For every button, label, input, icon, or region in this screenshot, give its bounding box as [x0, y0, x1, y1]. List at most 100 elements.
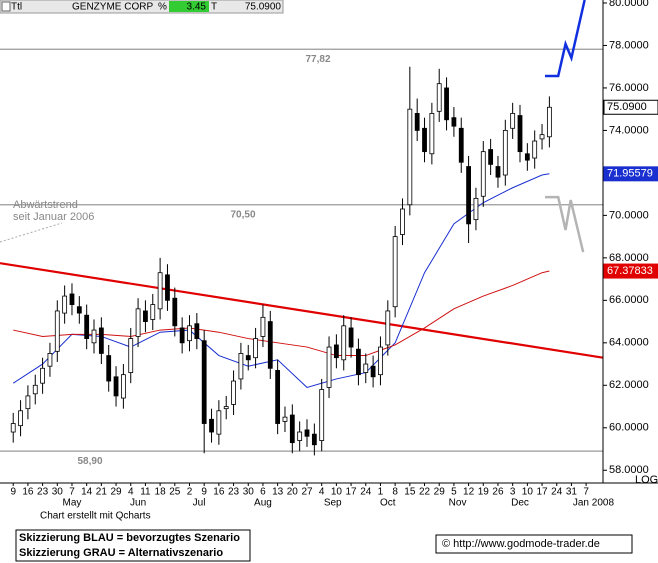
scenario-line [544, 195, 585, 253]
x-tick-label: 12 [463, 487, 475, 498]
x-tick-label: 10 [331, 487, 343, 498]
candle-body [458, 127, 464, 163]
source-box [435, 534, 633, 554]
candle-body [62, 295, 68, 314]
x-tick-label: 20 [287, 487, 299, 498]
x-tick-label: 21 [96, 487, 108, 498]
x-tick-label: 9 [201, 487, 207, 498]
candle-body [113, 376, 119, 397]
candle-body [414, 113, 420, 131]
candle-body [194, 323, 200, 339]
candle-body [84, 314, 90, 339]
candle-body [238, 353, 244, 380]
moving-average [12, 173, 550, 388]
candle-body [524, 153, 530, 161]
candle-body [333, 344, 339, 359]
moving-average [13, 270, 550, 357]
level-label: 58,90 [77, 456, 102, 467]
x-tick-label: 8 [392, 487, 398, 498]
y-tick-label: 68.0000 [609, 252, 649, 264]
candle-body [532, 140, 538, 159]
scale-label: LOG [635, 474, 658, 486]
annotation-pointer [0, 222, 63, 243]
candle-body [400, 208, 405, 235]
candle-body [297, 431, 303, 441]
x-tick-label: 6 [260, 487, 266, 498]
candle-body [187, 325, 192, 342]
candle-body [546, 106, 552, 138]
candle-body [326, 346, 332, 388]
header-name: GENZYME CORP [72, 2, 153, 13]
y-tick-label: 62.0000 [609, 379, 649, 391]
y-tick-label: 64.0000 [609, 337, 649, 349]
candle-body [165, 274, 170, 301]
candle-body [245, 355, 251, 361]
candle-body [319, 389, 325, 441]
candle-body [47, 353, 53, 367]
legend-note: Skizzierung BLAU = bevorzugtes Szenario [19, 532, 240, 544]
header-change: 3.45 [187, 2, 207, 13]
x-tick-label: 29 [110, 487, 122, 498]
candle-body [451, 117, 457, 127]
x-tick-label: 30 [243, 487, 255, 498]
level-label: 70,50 [230, 209, 255, 220]
candle-body [209, 418, 214, 433]
month-label: Dec [511, 498, 529, 509]
annotation: Abwärtstrend [13, 199, 78, 211]
x-tick-label: 24 [551, 487, 563, 498]
scenario-line [544, 0, 586, 78]
header-bg [0, 0, 284, 14]
x-tick-label: 24 [360, 487, 372, 498]
candle-body [91, 329, 97, 344]
candle-body [488, 149, 494, 165]
candle-body [289, 414, 295, 444]
y-tick-label: 78.0000 [609, 39, 649, 51]
x-tick-label: 22 [419, 487, 431, 498]
month-label: Jun [130, 498, 146, 509]
header-pct: % [158, 2, 167, 13]
candle-body [223, 406, 229, 410]
month-label: Oct [380, 498, 396, 509]
candle-body [143, 310, 148, 322]
candle-body [378, 346, 383, 376]
y-tick-label: 60.0000 [609, 422, 649, 434]
candle-body [157, 272, 163, 310]
candle-body [363, 363, 369, 373]
x-tick-label: 17 [346, 487, 358, 498]
change-bg [169, 1, 209, 12]
x-tick-label: 11 [140, 487, 151, 498]
candle-body [69, 293, 75, 305]
candle-body [18, 410, 23, 427]
candle-body [106, 355, 112, 382]
month-label: Sep [324, 498, 342, 509]
candle-body [216, 410, 222, 435]
x-tick-label: 25 [169, 487, 181, 498]
candle-body [436, 83, 442, 112]
y-tick-label: 66.0000 [609, 294, 649, 306]
month-label: Jan 2008 [573, 498, 615, 509]
x-tick-label: 1 [378, 487, 384, 498]
header-last: 75.0900 [245, 2, 282, 13]
candle-body [517, 115, 523, 153]
candle-body [40, 367, 45, 384]
y-tick-label: 58.0000 [609, 464, 649, 476]
candle-body [392, 236, 398, 308]
x-tick-label: 14 [81, 487, 93, 498]
candle-body [341, 325, 347, 361]
candle-body [282, 416, 288, 422]
x-tick-label: 31 [566, 487, 578, 498]
candle-body [466, 166, 471, 225]
price-tag [603, 263, 658, 279]
checkbox[interactable] [1, 1, 11, 12]
x-tick-label: 4 [128, 487, 134, 498]
header-t: T [211, 2, 217, 13]
x-tick-label: 23 [228, 487, 240, 498]
candle-body [120, 374, 126, 399]
plot-area: 77,82 70,50 58,90 [0, 0, 604, 467]
x-tick-label: 27 [301, 487, 313, 498]
x-tick-label: 26 [492, 487, 504, 498]
candle-body [539, 134, 545, 140]
header-symbol: Ttl [11, 2, 22, 13]
x-tick-label: 19 [478, 487, 490, 498]
